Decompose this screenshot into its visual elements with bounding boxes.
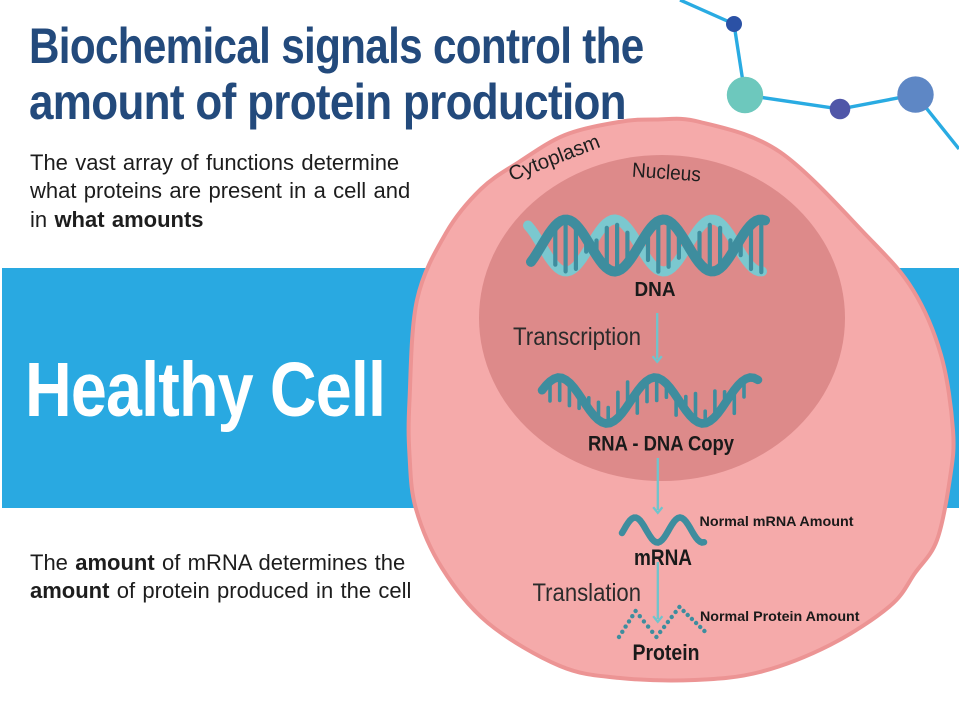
- svg-text:Transcription: Transcription: [513, 323, 641, 351]
- svg-text:Normal mRNA Amount: Normal mRNA Amount: [700, 513, 854, 529]
- svg-text:Nucleus: Nucleus: [631, 159, 701, 187]
- svg-text:RNA - DNA Copy: RNA - DNA Copy: [588, 433, 734, 456]
- svg-text:Protein: Protein: [633, 640, 700, 665]
- svg-text:mRNA: mRNA: [634, 545, 692, 570]
- svg-text:Normal Protein Amount: Normal Protein Amount: [700, 608, 860, 624]
- svg-text:Translation: Translation: [533, 579, 642, 607]
- svg-text:DNA: DNA: [635, 279, 676, 301]
